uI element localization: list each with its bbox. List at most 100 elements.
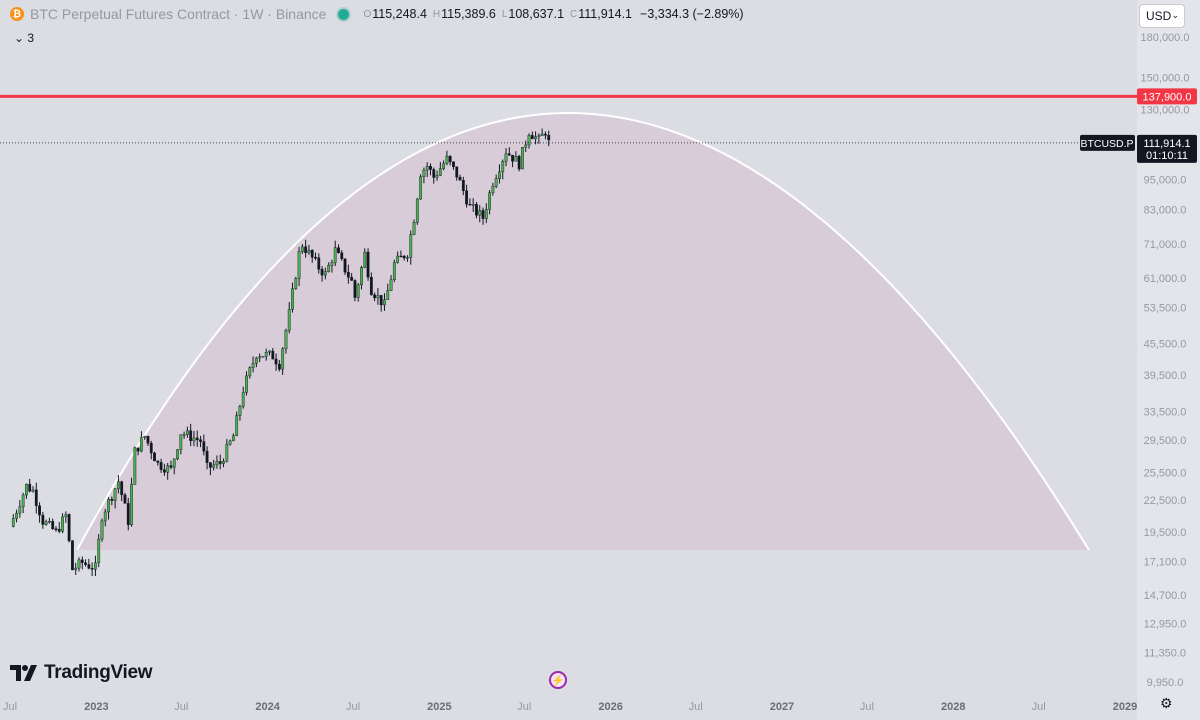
candle-body (448, 155, 452, 163)
symbol-tag-label: BTCUSD.P (1080, 138, 1133, 150)
candle-body (294, 278, 298, 289)
candle-body (218, 461, 222, 464)
candle (455, 166, 459, 181)
candle (123, 492, 127, 504)
candle-body (212, 464, 216, 468)
candle (432, 167, 436, 184)
x-tick-label: Jul (1032, 701, 1046, 713)
y-tick-label: 17,100.0 (1144, 556, 1187, 568)
symbol-title[interactable]: BTC Perpetual Futures Contract · 1W · Bi… (30, 6, 327, 22)
candle-body (323, 271, 327, 276)
candle (300, 244, 304, 254)
candle-body (320, 268, 324, 276)
candle-body (478, 210, 482, 216)
x-tick-label: Jul (860, 701, 874, 713)
candle-body (166, 465, 170, 473)
candle (166, 462, 170, 480)
arc-curve[interactable] (76, 111, 1090, 551)
candle-body (48, 520, 51, 523)
candle-body (71, 540, 74, 571)
x-tick-label: Jul (346, 701, 360, 713)
price-change: −3,334.3 (−2.89%) (640, 7, 744, 21)
lightning-icon[interactable]: ⚡ (549, 671, 567, 689)
candle (251, 356, 255, 373)
candle-body (189, 430, 193, 442)
candle (61, 513, 64, 534)
candle-body (343, 258, 347, 273)
candle-body (498, 171, 501, 179)
candle-body (146, 436, 150, 444)
candle-body (517, 156, 521, 170)
candle-body (179, 434, 183, 450)
candle-body (54, 528, 58, 531)
y-tick-label: 11,350.0 (1144, 648, 1186, 660)
candle-body (471, 204, 475, 206)
candle (333, 240, 337, 267)
candle (297, 246, 301, 287)
candle-body (429, 165, 432, 170)
candle (241, 386, 245, 409)
candle (353, 279, 357, 302)
candle (51, 518, 55, 531)
candle (317, 253, 321, 274)
candle-body (195, 437, 199, 440)
high-value: 115,389.6 (441, 7, 496, 21)
candle-body (534, 136, 537, 140)
candle (71, 540, 74, 571)
x-tick-label: Jul (689, 701, 703, 713)
y-tick-label: 14,700.0 (1144, 590, 1187, 602)
price-axis-panel[interactable] (1137, 0, 1200, 720)
candle (218, 454, 222, 470)
candle (169, 460, 173, 470)
candle (399, 250, 403, 258)
y-tick-label: 29,500.0 (1144, 435, 1187, 447)
candle (103, 508, 107, 527)
gear-icon[interactable]: ⚙ (1160, 695, 1173, 711)
candle (281, 347, 285, 375)
candle-body (248, 367, 252, 377)
candle-body (90, 568, 94, 570)
indicators-toggle[interactable]: ⌄ 3 (14, 31, 34, 45)
time-axis-panel[interactable] (0, 692, 1137, 720)
candle (64, 511, 68, 523)
candle (544, 131, 547, 140)
candle (438, 161, 442, 177)
candle-body (488, 192, 492, 210)
candle (212, 459, 216, 471)
close-value: 111,914.1 (578, 7, 633, 21)
candle (337, 244, 340, 254)
candle (429, 163, 432, 176)
candle (327, 262, 331, 273)
candle-body (330, 262, 334, 266)
candle (458, 174, 462, 181)
candle (343, 258, 347, 275)
candle-body (64, 514, 68, 518)
candle-body (44, 521, 48, 525)
candle (110, 496, 114, 506)
candle (202, 434, 206, 456)
candle (254, 356, 258, 368)
candle-body (491, 186, 495, 193)
tradingview-logo[interactable]: TradingView (10, 662, 153, 684)
candle (117, 475, 120, 494)
candle-body (511, 154, 514, 162)
candle-body (261, 356, 265, 358)
candle (521, 147, 524, 170)
candle-body (514, 156, 518, 162)
candle (87, 558, 91, 570)
candle-body (399, 255, 403, 258)
candle-body (475, 204, 478, 216)
market-status-icon[interactable] (338, 8, 350, 20)
candle (189, 423, 193, 447)
candle-body (530, 135, 534, 140)
candle-body (192, 437, 196, 442)
candle (396, 251, 400, 264)
candle-body (228, 440, 232, 445)
candle-body (386, 290, 390, 300)
candle (481, 207, 485, 225)
currency-select[interactable]: USD ⌄ (1139, 4, 1185, 28)
y-tick-label: 83,000.0 (1144, 204, 1187, 216)
candle (412, 219, 416, 236)
candle (48, 517, 51, 524)
